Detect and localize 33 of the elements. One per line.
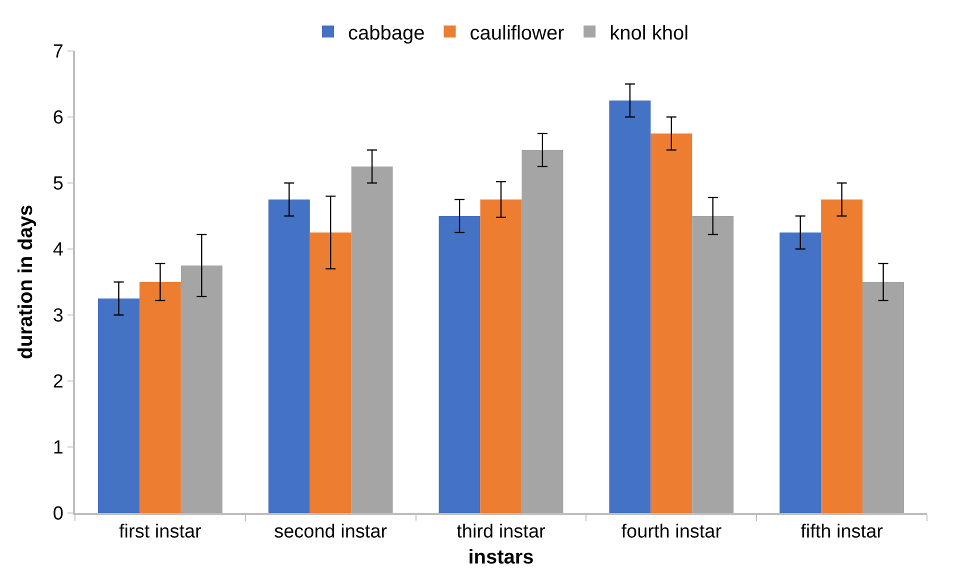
bar [522, 150, 564, 513]
bar [180, 266, 222, 513]
bar [780, 232, 822, 513]
y-tick-label: 2 [52, 372, 64, 393]
bar [821, 200, 863, 513]
y-tick-label: 0 [52, 504, 64, 525]
x-tick-label: fourth instar [621, 522, 722, 543]
y-tick-label: 5 [52, 174, 64, 195]
legend-label: knol khol [610, 22, 689, 44]
x-tick-label: first instar [119, 522, 202, 543]
bar [480, 200, 522, 513]
bar [650, 134, 692, 513]
bar [310, 232, 352, 513]
bar [609, 100, 651, 513]
x-tick-label: second instar [274, 522, 388, 543]
y-tick-label: 3 [52, 306, 64, 327]
bar [692, 216, 734, 513]
legend-label: cauliflower [470, 22, 565, 44]
x-axis-title: instars [468, 546, 534, 569]
bar [351, 166, 393, 513]
y-axis-title: duration in days [14, 204, 37, 360]
y-tick-label: 7 [52, 42, 64, 63]
y-tick-label: 4 [52, 240, 64, 261]
bar [438, 216, 480, 513]
y-tick-label: 1 [52, 438, 64, 459]
y-tick-label: 6 [52, 108, 64, 129]
bar [139, 282, 181, 513]
x-tick-label: fifth instar [800, 522, 884, 543]
bar [268, 200, 310, 513]
x-tick-label: third instar [456, 522, 546, 543]
bar [862, 282, 904, 513]
legend-label: cabbage [348, 22, 425, 44]
bar [98, 298, 140, 513]
